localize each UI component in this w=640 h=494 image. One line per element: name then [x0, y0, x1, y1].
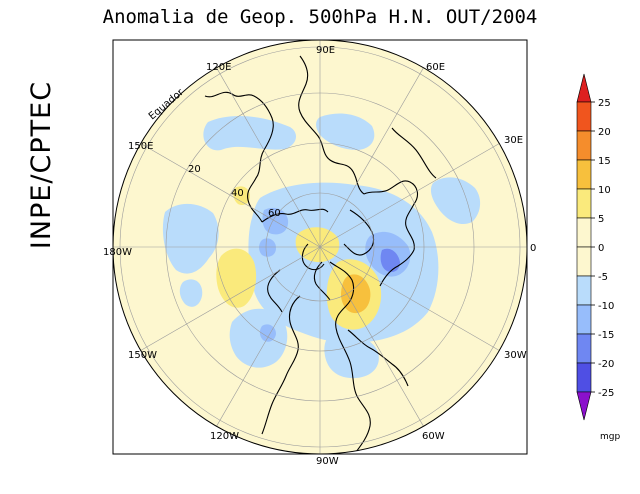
colorbar-swatch — [576, 362, 592, 393]
anomaly-negative-30e — [430, 177, 481, 225]
lon-label-90e: 90E — [316, 45, 335, 56]
colorbar-tick-label: 0 — [598, 243, 604, 254]
colorbar-tick-label: 20 — [598, 127, 611, 138]
colorbar-swatch — [576, 246, 592, 277]
colorbar-swatch — [576, 101, 592, 132]
lon-labels: 90E 60E 30E 0 30W 60W 90W 120W 150W 180W… — [103, 45, 536, 467]
colorbar: 25 20 15 10 5 0 -5 -10 -15 -20 -25 — [576, 73, 614, 421]
lon-label-30w: 30W — [504, 350, 527, 361]
anomaly-negative-150w — [229, 308, 288, 368]
colorbar-tick-label: 5 — [598, 214, 604, 225]
lon-label-90w: 90W — [316, 456, 339, 467]
graticule — [113, 40, 527, 454]
colorbar-swatch — [576, 188, 592, 219]
colorbar-swatch — [576, 275, 592, 306]
colorbar-swatch — [576, 159, 592, 190]
anomaly-negative-siberia-small — [259, 238, 276, 257]
colorbar-bottom-arrow — [576, 391, 592, 421]
lon-label-0: 0 — [530, 243, 536, 254]
colorbar-swatch — [576, 304, 592, 335]
colorbar-tick-label: 25 — [598, 98, 611, 109]
anomaly-negative-90e — [316, 113, 375, 150]
colorbar-top-arrow — [576, 73, 592, 103]
lon-label-150w: 150W — [128, 350, 157, 361]
colorbar-swatch — [576, 333, 592, 364]
anomaly-positive-pole — [295, 227, 340, 263]
anomaly-negative-180w — [162, 203, 219, 274]
colorbar-tick-label: -15 — [598, 330, 614, 341]
lon-label-120e: 120E — [206, 62, 231, 73]
lon-label-30e: 30E — [504, 135, 523, 146]
colorbar-tick-label: 15 — [598, 156, 611, 167]
colorbar-tick-label: 10 — [598, 185, 611, 196]
lon-label-180w: 180W — [103, 247, 132, 258]
lat-label-60: 60 — [268, 208, 281, 219]
lon-label-60w: 60W — [422, 431, 445, 442]
lat-label-20: 20 — [188, 164, 201, 175]
colorbar-swatch — [576, 130, 592, 161]
colorbar-tick-label: -25 — [598, 388, 614, 399]
lat-label-40: 40 — [231, 188, 244, 199]
colorbar-tick-label: -20 — [598, 359, 614, 370]
lon-label-60e: 60E — [426, 62, 445, 73]
colorbar-swatch — [576, 217, 592, 248]
anomaly-negative-europe-core — [380, 248, 400, 272]
lon-label-120w: 120W — [210, 431, 239, 442]
map-disk-border — [112, 39, 528, 455]
colorbar-unit: mgp — [600, 432, 621, 442]
anomaly-negative-pacific-core — [259, 324, 276, 342]
lon-label-150e: 150E — [128, 141, 153, 152]
coastlines — [204, 55, 437, 453]
colorbar-tick-label: -10 — [598, 301, 614, 312]
colorbar-tick-label: -5 — [598, 272, 608, 283]
anomaly-positive-150w — [216, 248, 257, 308]
map-title: Anomalia de Geop. 500hPa H.N. OUT/2004 — [102, 6, 538, 28]
anomaly-negative-180w-small — [179, 279, 203, 307]
anomaly-positive-40n — [233, 186, 250, 206]
